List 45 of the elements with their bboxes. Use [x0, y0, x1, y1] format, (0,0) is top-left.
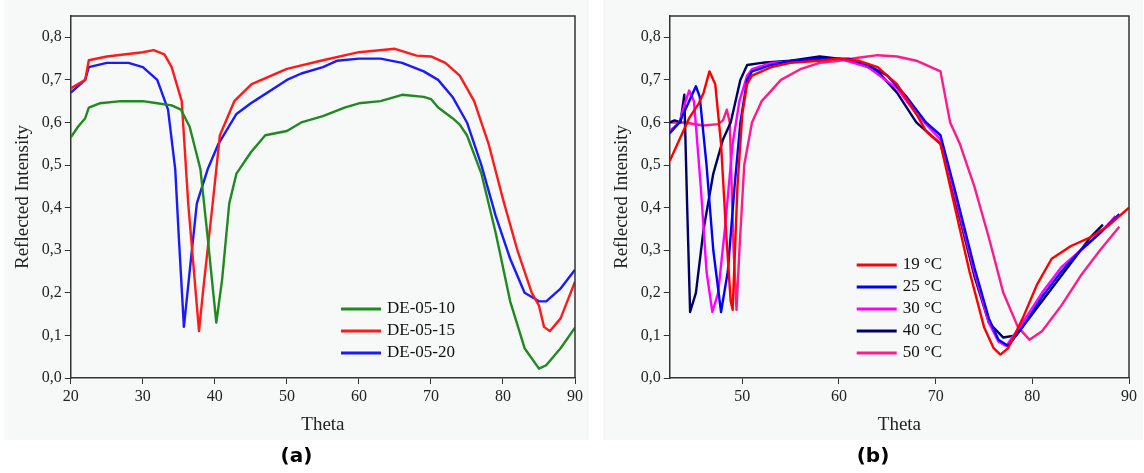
x-tick-label: 30 — [134, 386, 151, 404]
legend-label: 25 °C — [902, 276, 943, 296]
x-axis-title: Theta — [301, 412, 346, 434]
legend-label: DE-05-10 — [387, 298, 455, 318]
y-tick-label: 0,8 — [41, 27, 62, 45]
y-tick-label: 0,2 — [41, 283, 62, 301]
x-tick-label: 80 — [1024, 386, 1041, 404]
y-tick-label: 0,4 — [41, 197, 62, 215]
y-tick-label: 0,5 — [640, 155, 661, 173]
x-tick-label: 80 — [494, 386, 511, 404]
y-tick-label: 0,6 — [41, 112, 62, 130]
legend-label: DE-05-15 — [387, 320, 455, 340]
y-tick-label: 0,1 — [41, 325, 62, 343]
y-tick-label: 0,7 — [640, 70, 661, 88]
x-tick-label: 50 — [734, 386, 751, 404]
y-tick-label: 0,8 — [640, 27, 661, 45]
x-tick-label: 60 — [350, 386, 367, 404]
y-axis-title: Reflected Intensity — [610, 124, 632, 270]
y-tick-label: 0,7 — [41, 70, 62, 88]
x-tick-label: 20 — [62, 386, 79, 404]
text: (b) — [856, 442, 890, 469]
y-tick-label: 0,0 — [41, 368, 62, 386]
y-tick-label: 0,1 — [640, 325, 661, 343]
legend-label: 30 °C — [902, 298, 943, 318]
y-tick-label: 0,2 — [640, 283, 661, 301]
legend-label: DE-05-20 — [387, 342, 455, 362]
y-tick-label: 0,5 — [41, 155, 62, 173]
x-tick-label: 90 — [567, 386, 583, 404]
y-axis-title: Reflected Intensity — [11, 124, 33, 270]
x-tick-label: 40 — [206, 386, 223, 404]
y-tick-label: 0,3 — [41, 240, 62, 258]
y-tick-label: 0,0 — [640, 368, 661, 386]
legend-label: 40 °C — [902, 320, 943, 340]
x-tick-label: 70 — [422, 386, 439, 404]
legend-label: 50 °C — [902, 342, 943, 362]
y-tick-label: 0,6 — [640, 112, 661, 130]
x-tick-label: 70 — [927, 386, 944, 404]
legend-label: 19 °C — [902, 254, 943, 274]
x-tick-label: 60 — [830, 386, 847, 404]
x-tick-label: 90 — [1121, 386, 1137, 404]
y-tick-label: 0,4 — [640, 197, 661, 215]
y-tick-label: 0,3 — [640, 240, 661, 258]
text: (a) — [280, 442, 313, 469]
x-tick-label: 50 — [278, 386, 295, 404]
x-axis-title: Theta — [877, 412, 922, 434]
